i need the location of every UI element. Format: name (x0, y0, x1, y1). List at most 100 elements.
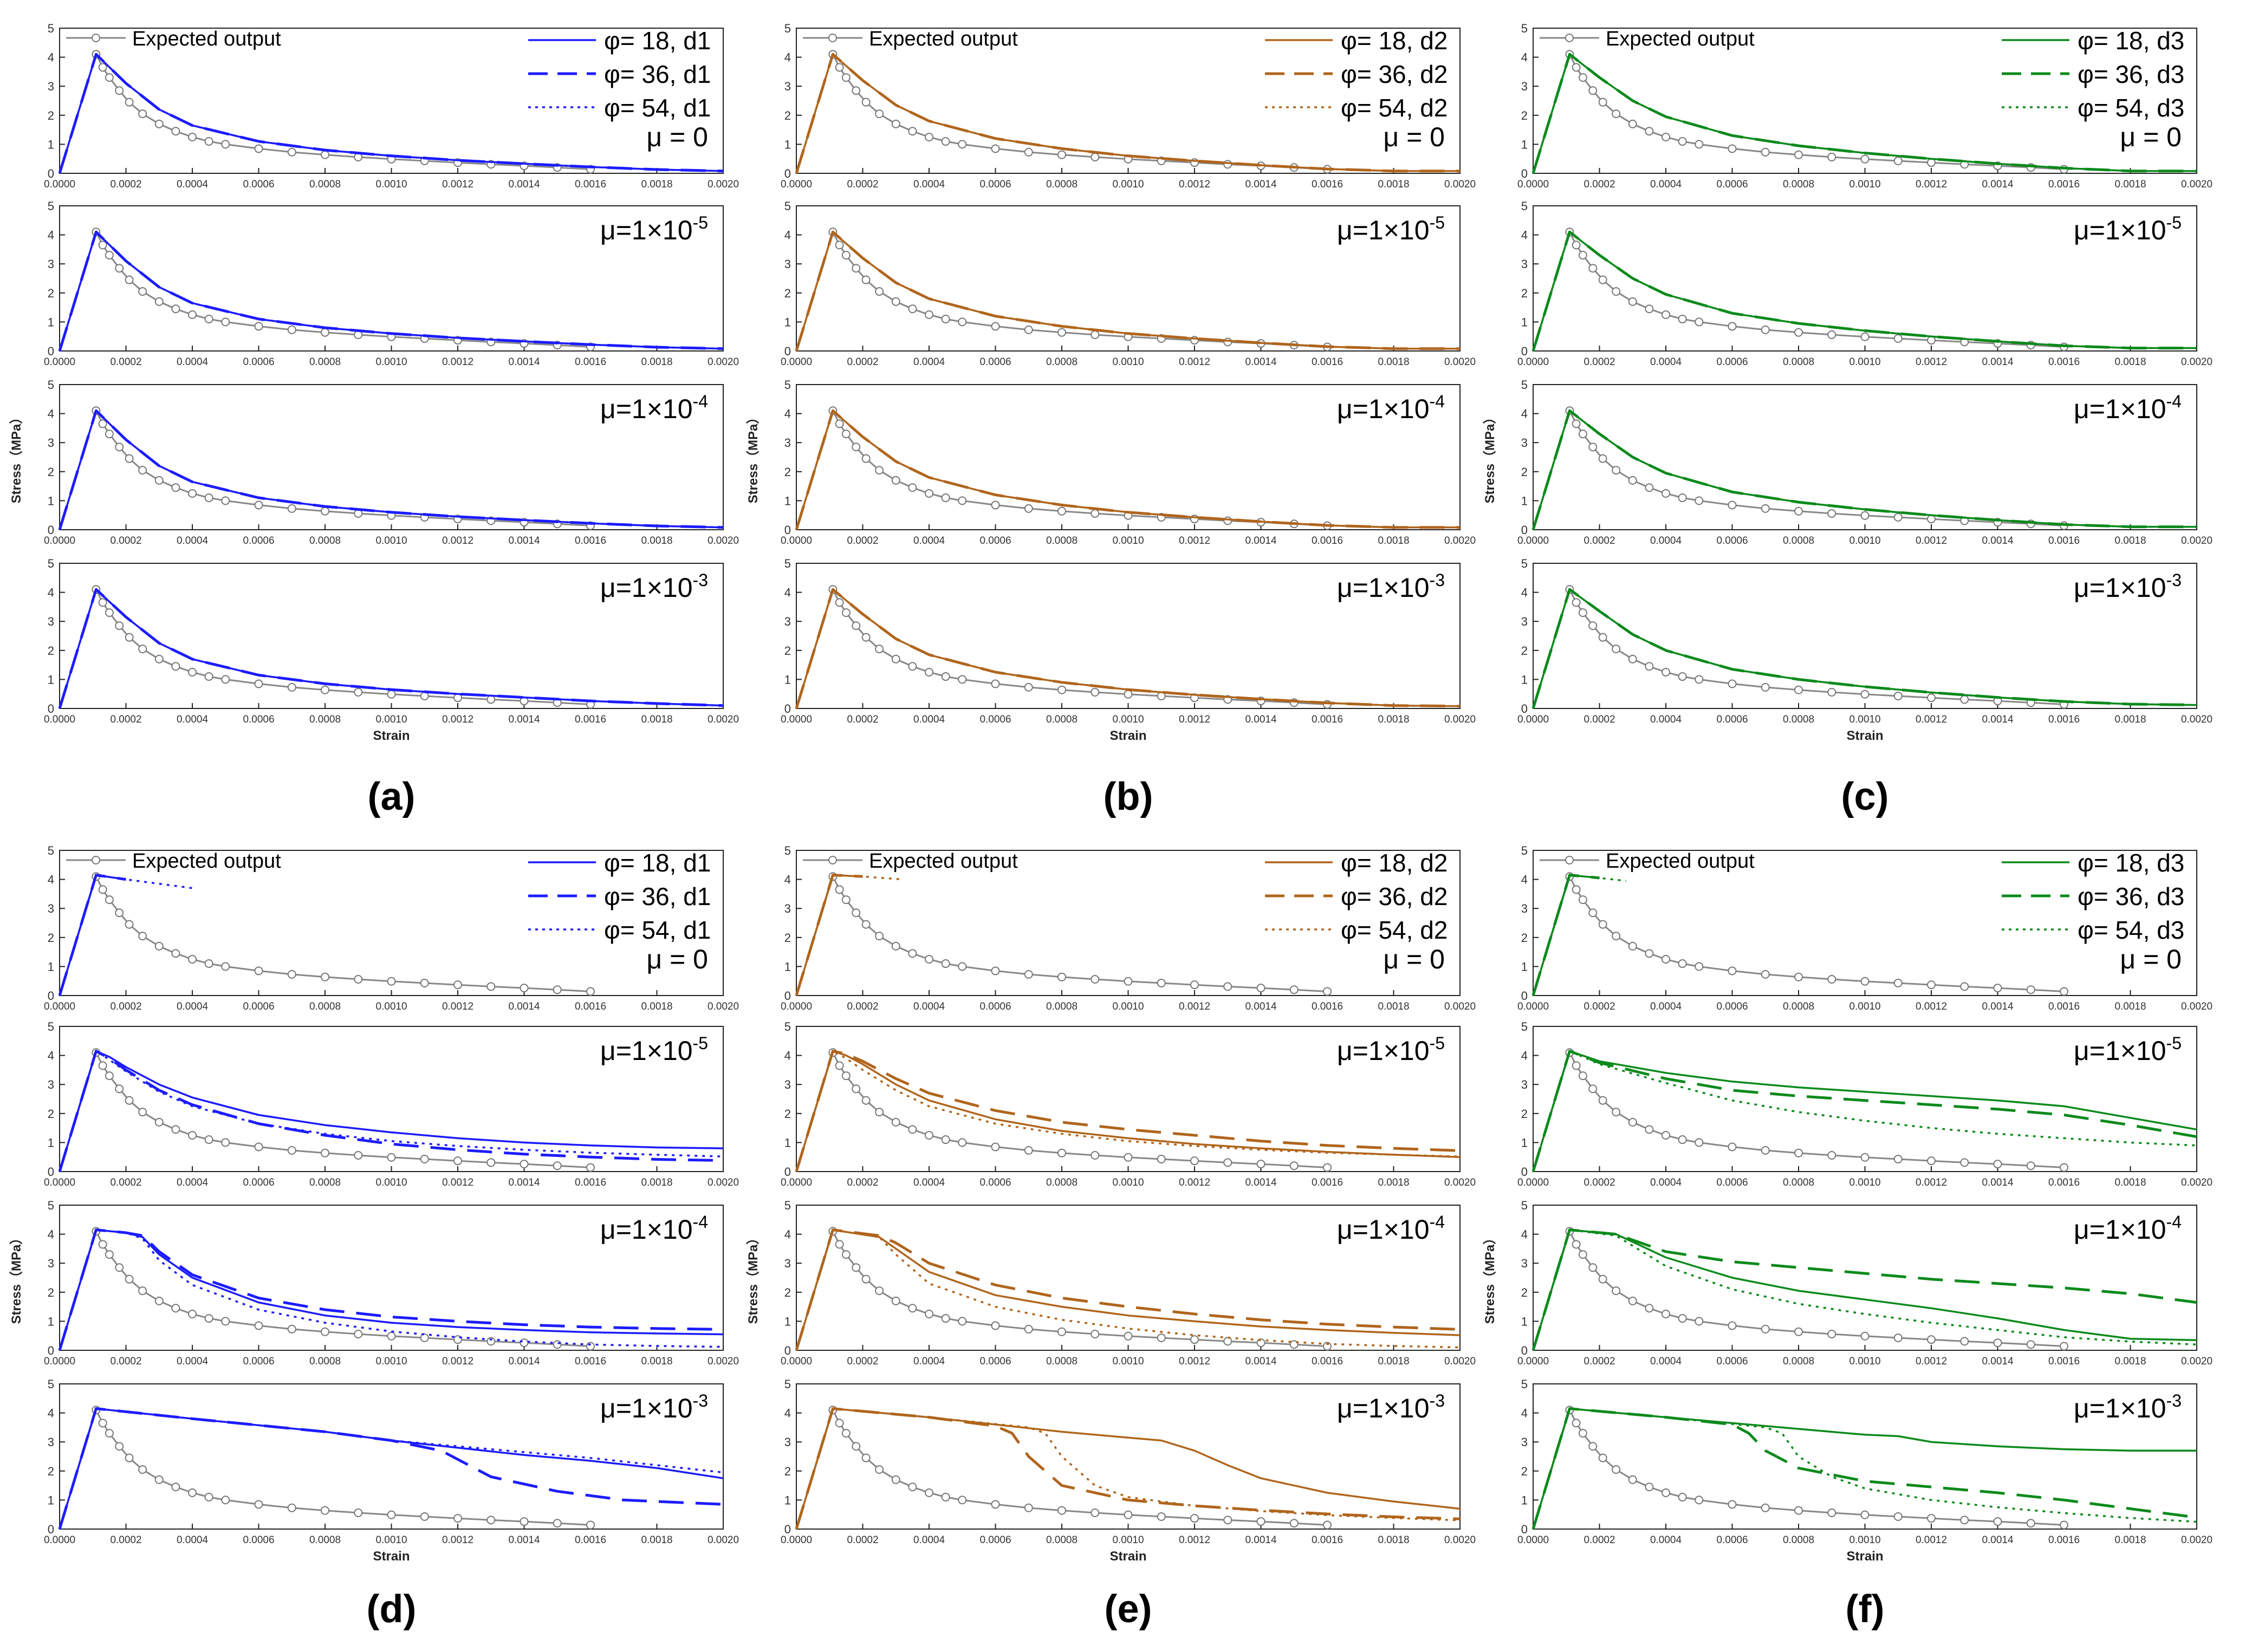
expected-output-marker (991, 500, 1000, 510)
expected-output-marker (1223, 337, 1232, 347)
x-tick-label: 0.0006 (1716, 1001, 1748, 1012)
x-tick-label: 0.0004 (177, 1356, 209, 1367)
expected-output-marker (861, 97, 871, 107)
x-tick-label: 0.0016 (575, 1534, 606, 1546)
x-tick-label: 0.0004 (913, 1534, 945, 1546)
expected-output-marker (1091, 1150, 1100, 1160)
expected-output-marker (453, 1514, 462, 1523)
x-axis-title: Strain (1846, 1549, 1883, 1564)
subplot: 0 1 2 3 4 5 0.0000 0.0002 0.0004 0.0006 0.0008 0.00… (781, 557, 1476, 725)
expected-output-marker (1628, 297, 1637, 306)
subplot: 0 1 2 3 4 5 0.0000 0.0002 0.0004 0.0006 0.0008 0.00… (44, 557, 739, 725)
x-tick-label: 0.0016 (1312, 1177, 1343, 1188)
x-tick-label: 0.0000 (781, 1001, 812, 1012)
x-tick-label: 0.0018 (2114, 1534, 2146, 1546)
y-tick-label: 5 (784, 22, 791, 35)
expected-output-marker (1993, 1517, 2002, 1526)
y-tick-label: 1 (784, 315, 791, 329)
expected-output-marker (188, 133, 197, 141)
expected-output-marker (1057, 506, 1066, 516)
x-tick-label: 0.0020 (708, 1001, 739, 1012)
expected-output-marker (154, 119, 164, 128)
expected-output-marker (520, 984, 529, 993)
expected-output-marker (1024, 1324, 1033, 1334)
expected-output-marker (1024, 147, 1033, 157)
x-tick-label: 0.0018 (641, 1001, 672, 1012)
x-tick-label: 0.0006 (243, 535, 274, 547)
expected-output-marker (908, 304, 917, 314)
x-tick-label: 0.0018 (641, 179, 672, 190)
y-tick-label: 2 (1521, 109, 1528, 122)
x-tick-label: 0.0018 (2114, 356, 2146, 368)
expected-output-marker (1860, 511, 1870, 520)
expected-output-marker (321, 506, 329, 516)
mu-label: μ=1×10-5 (1337, 1033, 1445, 1066)
expected-output-marker (321, 1506, 329, 1515)
x-tick-label: 0.0014 (1982, 714, 2014, 725)
x-tick-label: 0.0002 (110, 535, 141, 547)
expected-output-marker (154, 654, 164, 664)
expected-output-marker (941, 1135, 950, 1144)
x-tick-label: 0.0014 (1982, 1356, 2014, 1367)
mu-label: μ=1×10-3 (2074, 570, 2182, 603)
expected-output-marker (1927, 1156, 1936, 1166)
expected-output-marker (115, 908, 124, 918)
y-tick-label: 4 (48, 229, 54, 242)
y-tick-label: 4 (48, 51, 54, 64)
expected-output-marker (1157, 1154, 1166, 1163)
x-tick-label: 0.0020 (2181, 356, 2212, 368)
expected-output-marker (875, 287, 884, 296)
expected-output-marker (1628, 1296, 1637, 1305)
panel-f: 0 1 2 3 4 5 0.0000 0.0002 0.0004 0.0006 0.0008 0.00… (1483, 844, 2212, 1631)
legend-series-label: φ= 54, d3 (2078, 94, 2184, 122)
x-tick-label: 0.0004 (1650, 1177, 1682, 1188)
panel-label: (d) (367, 1588, 417, 1631)
series-line-dashed (1531, 53, 2197, 174)
expected-output-marker (1827, 1508, 1836, 1517)
x-tick-label: 0.0008 (309, 179, 341, 190)
x-tick-label: 0.0016 (2048, 356, 2080, 368)
expected-output-marker (254, 1142, 263, 1152)
expected-output-marker (354, 687, 363, 697)
expected-output-marker (287, 325, 296, 334)
expected-output-marker (171, 1482, 180, 1492)
mu-label-base: μ=1×10 (2074, 215, 2166, 245)
y-tick-label: 1 (48, 494, 54, 508)
y-tick-label: 5 (1521, 22, 1528, 35)
y-tick-label: 1 (48, 1315, 54, 1328)
y-tick-label: 5 (1521, 378, 1528, 392)
expected-output-marker (1628, 654, 1637, 664)
x-tick-label: 0.0008 (1783, 179, 1814, 190)
x-tick-label: 0.0002 (1583, 1534, 1615, 1546)
x-tick-label: 0.0008 (1783, 1001, 1814, 1012)
expected-output-marker (1598, 454, 1607, 463)
y-tick-label: 0 (1521, 1344, 1528, 1357)
expected-output-marker (1289, 1519, 1299, 1528)
expected-output-marker (254, 322, 263, 331)
y-tick-label: 1 (48, 960, 54, 973)
expected-output-marker (204, 1314, 213, 1323)
expected-output-marker (1827, 509, 1836, 518)
x-tick-label: 0.0002 (110, 179, 141, 190)
expected-output-marker (1794, 150, 1803, 159)
expected-output-marker (1572, 598, 1581, 607)
legend-series-label: φ= 18, d3 (2078, 27, 2184, 55)
expected-output-marker (875, 932, 884, 941)
expected-output-marker (98, 1419, 107, 1428)
series-line-dashed (58, 230, 724, 352)
mu-label-exponent: -4 (1430, 392, 1445, 411)
mu-label-base: μ=1×10 (2074, 394, 2166, 424)
expected-output-marker (1761, 325, 1770, 334)
expected-output-marker (1794, 1148, 1803, 1157)
expected-output-marker (1827, 687, 1836, 697)
expected-output-marker (1190, 1514, 1199, 1523)
x-tick-label: 0.0014 (1245, 535, 1277, 547)
x-tick-label: 0.0016 (1312, 356, 1343, 368)
x-tick-label: 0.0012 (1179, 535, 1210, 547)
expected-output-marker (1960, 695, 1969, 704)
mu-label-exponent: -4 (2166, 1212, 2182, 1232)
expected-output-marker (287, 1324, 296, 1334)
y-tick-label: 0 (784, 702, 791, 716)
x-tick-label: 0.0018 (2114, 535, 2146, 547)
x-tick-label: 0.0018 (2114, 1001, 2146, 1012)
